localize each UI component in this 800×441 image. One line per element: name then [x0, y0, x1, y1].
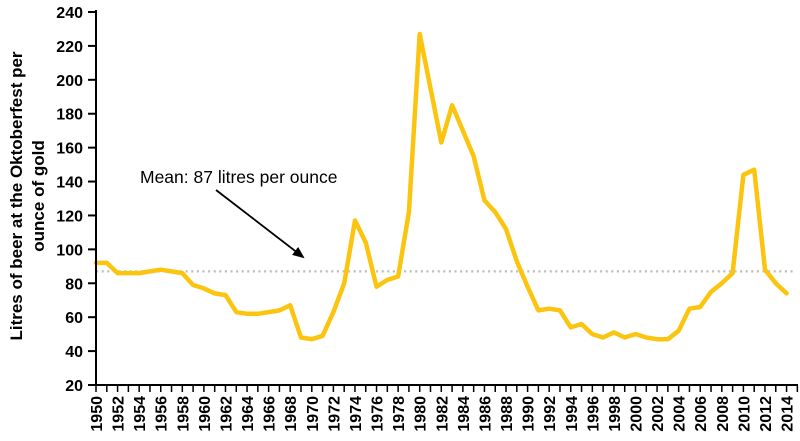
- x-tick-label: 1996: [585, 396, 602, 432]
- y-tick-label: 40: [65, 344, 83, 361]
- x-axis-tick-labels: 1950 1952 1954 1956 1958 1960 1962 1964 1966 1968…: [89, 396, 797, 432]
- x-tick-label: 2002: [650, 396, 667, 432]
- x-tick-label: 1966: [262, 396, 279, 432]
- x-tick-label: 2014: [780, 396, 797, 432]
- x-tick-label: 1998: [607, 396, 624, 432]
- x-tick-label: 1980: [413, 396, 430, 432]
- y-axis-title-line2: ounce of gold: [29, 140, 48, 251]
- data-series-group: [93, 31, 789, 342]
- y-tick-label: 240: [56, 5, 83, 22]
- mean-annotation-arrow: [215, 189, 305, 259]
- x-axis-ticks: [95, 385, 799, 392]
- y-tick-label: 160: [56, 141, 83, 158]
- y-tick-label: 120: [56, 208, 83, 225]
- x-tick-label: 2006: [693, 396, 710, 432]
- x-tick-label: 1968: [283, 396, 300, 432]
- x-tick-label: 1962: [218, 396, 235, 432]
- y-tick-label: 180: [56, 107, 83, 124]
- x-tick-label: 1950: [89, 396, 106, 432]
- y-axis-ticks: [88, 11, 96, 386]
- x-tick-label: 1974: [348, 396, 365, 432]
- mean-annotation-label: Mean: 87 litres per ounce: [140, 167, 337, 187]
- x-tick-label: 1970: [305, 396, 322, 432]
- y-tick-label: 20: [65, 378, 83, 395]
- axes-group: [95, 10, 798, 386]
- x-tick-label: 1956: [154, 396, 171, 432]
- x-tick-label: 1972: [326, 396, 343, 432]
- x-tick-label: 1990: [521, 396, 538, 432]
- x-tick-label: 1994: [564, 396, 581, 432]
- x-tick-label: 1982: [434, 396, 451, 432]
- y-tick-label: 220: [56, 39, 83, 56]
- y-tick-label: 80: [65, 276, 83, 293]
- y-tick-label: 60: [65, 310, 83, 327]
- x-tick-label: 1986: [477, 396, 494, 432]
- y-tick-label: 200: [56, 73, 83, 90]
- x-tick-label: 1960: [197, 396, 214, 432]
- x-tick-label: 1958: [175, 396, 192, 432]
- x-tick-label: 2004: [672, 396, 689, 432]
- x-tick-label: 1978: [391, 396, 408, 432]
- x-tick-label: 1992: [542, 396, 559, 432]
- y-axis-tick-labels: 20 40 60 80 100 120 140 160 180 200 220 240: [56, 5, 83, 395]
- x-tick-label: 1988: [499, 396, 516, 432]
- x-tick-label: 1976: [370, 396, 387, 432]
- x-tick-label: 2008: [715, 396, 732, 432]
- x-tick-label: 2000: [629, 396, 646, 432]
- x-tick-label: 2010: [736, 396, 753, 432]
- x-tick-label: 1952: [111, 396, 128, 432]
- y-axis-title-line1: Litres of beer at the Oktoberfest per: [7, 51, 26, 340]
- x-tick-label: 1964: [240, 396, 257, 432]
- x-tick-label: 2012: [758, 396, 775, 432]
- y-tick-label: 100: [56, 242, 83, 259]
- x-tick-label: 1984: [456, 396, 473, 432]
- y-tick-label: 140: [56, 175, 83, 192]
- beer-per-gold-line: [93, 31, 789, 342]
- x-tick-label: 1954: [132, 396, 149, 432]
